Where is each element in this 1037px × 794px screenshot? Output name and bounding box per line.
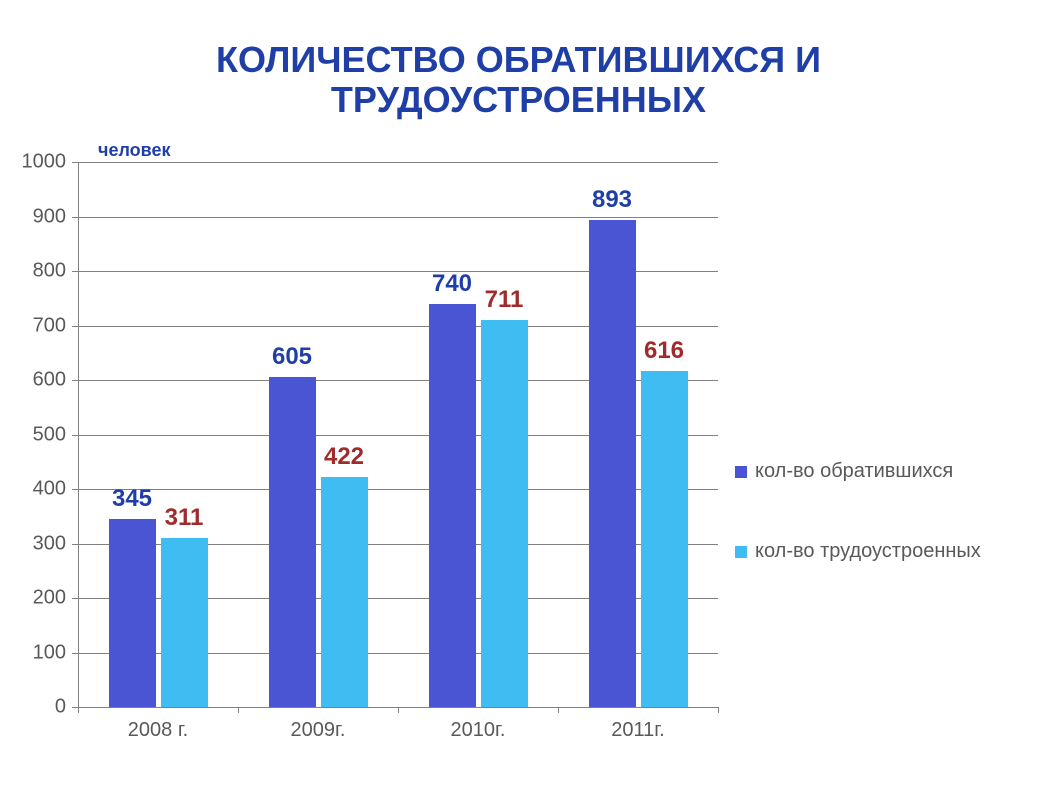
xtick-mark xyxy=(78,707,79,713)
legend-item: кол-во трудоустроенных xyxy=(735,540,981,563)
chart-title: КОЛИЧЕСТВО ОБРАТИВШИХСЯ И ТРУДОУСТРОЕННЫ… xyxy=(0,40,1037,119)
data-label: 616 xyxy=(644,337,684,365)
data-label: 740 xyxy=(432,270,472,298)
bar xyxy=(109,519,156,707)
ytick-label: 1000 xyxy=(6,151,66,174)
legend-label: кол-во трудоустроенных xyxy=(755,540,981,563)
bar xyxy=(429,304,476,707)
xtick-label: 2011г. xyxy=(611,719,664,742)
xtick-mark xyxy=(718,707,719,713)
bar xyxy=(481,320,528,707)
legend-item: кол-во обратившихся xyxy=(735,460,953,483)
legend-swatch xyxy=(735,546,747,558)
chart-subtitle: человек xyxy=(98,140,171,161)
xtick-mark xyxy=(398,707,399,713)
ytick-label: 600 xyxy=(6,369,66,392)
gridline xyxy=(78,217,718,218)
legend-swatch xyxy=(735,466,747,478)
data-label: 345 xyxy=(112,485,152,513)
chart-container: КОЛИЧЕСТВО ОБРАТИВШИХСЯ И ТРУДОУСТРОЕННЫ… xyxy=(0,0,1037,794)
xtick-mark xyxy=(558,707,559,713)
ytick-label: 300 xyxy=(6,532,66,555)
bar xyxy=(589,220,636,707)
ytick-label: 500 xyxy=(6,423,66,446)
bar xyxy=(161,538,208,707)
y-axis xyxy=(78,162,79,707)
legend-label: кол-во обратившихся xyxy=(755,460,953,483)
ytick-label: 400 xyxy=(6,478,66,501)
xtick-label: 2008 г. xyxy=(128,719,188,742)
bar xyxy=(641,371,688,707)
xtick-mark xyxy=(238,707,239,713)
ytick-label: 900 xyxy=(6,205,66,228)
xtick-label: 2009г. xyxy=(291,719,346,742)
data-label: 422 xyxy=(324,443,364,471)
ytick-label: 200 xyxy=(6,587,66,610)
data-label: 893 xyxy=(592,186,632,214)
ytick-label: 0 xyxy=(6,696,66,719)
gridline xyxy=(78,162,718,163)
bar xyxy=(269,377,316,707)
data-label: 311 xyxy=(165,504,204,532)
data-label: 711 xyxy=(485,286,524,314)
xtick-label: 2010г. xyxy=(451,719,506,742)
bar xyxy=(321,477,368,707)
data-label: 605 xyxy=(272,343,312,371)
ytick-label: 100 xyxy=(6,641,66,664)
ytick-label: 800 xyxy=(6,260,66,283)
plot-area: 010020030040050060070080090010002008 г.3… xyxy=(78,162,718,707)
ytick-label: 700 xyxy=(6,314,66,337)
